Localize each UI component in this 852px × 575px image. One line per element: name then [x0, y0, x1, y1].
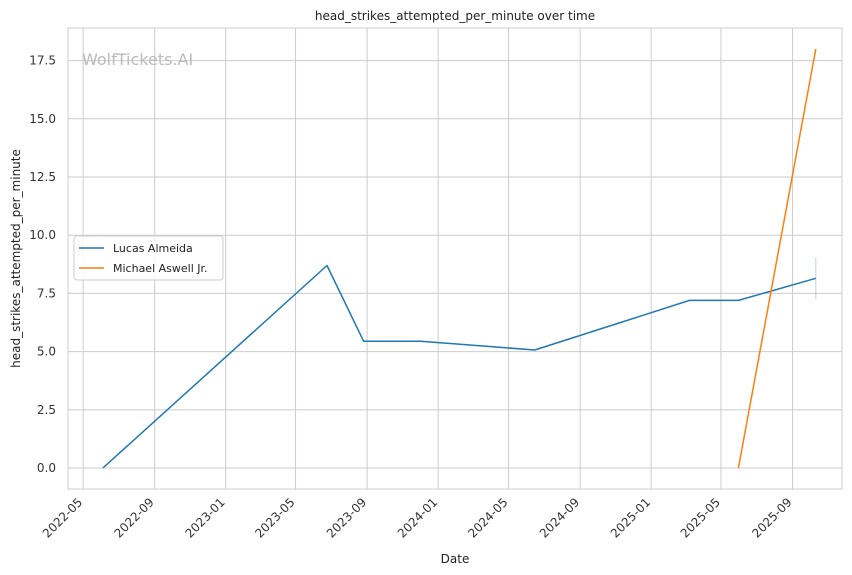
series-line-1: [102, 264, 817, 469]
legend: Lucas Almeida Michael Aswell Jr.: [73, 235, 224, 281]
y-axis-label: head_strikes_attempted_per_minute: [9, 149, 23, 368]
grid: [68, 28, 842, 489]
series-layer: [102, 48, 817, 469]
y-tick-label: 0.0: [37, 461, 56, 475]
y-tick-label: 17.5: [29, 54, 56, 68]
legend-box: [73, 235, 224, 281]
plot-frame: [67, 27, 843, 490]
y-tick-label: 5.0: [37, 345, 56, 359]
y-tick-label: 12.5: [29, 170, 56, 184]
watermark: WolfTickets.AI: [82, 50, 193, 69]
y-tick-label: 15.0: [29, 112, 56, 126]
y-tick-label: 7.5: [37, 286, 56, 300]
legend-label: Lucas Almeida: [113, 242, 193, 255]
chart-title: head_strikes_attempted_per_minute over t…: [315, 9, 595, 23]
x-axis-label: Date: [441, 552, 470, 566]
y-tick-label: 10.0: [29, 228, 56, 242]
legend-label: Michael Aswell Jr.: [113, 262, 208, 275]
series-line-2: [737, 48, 817, 469]
y-tick-label: 2.5: [37, 403, 56, 417]
